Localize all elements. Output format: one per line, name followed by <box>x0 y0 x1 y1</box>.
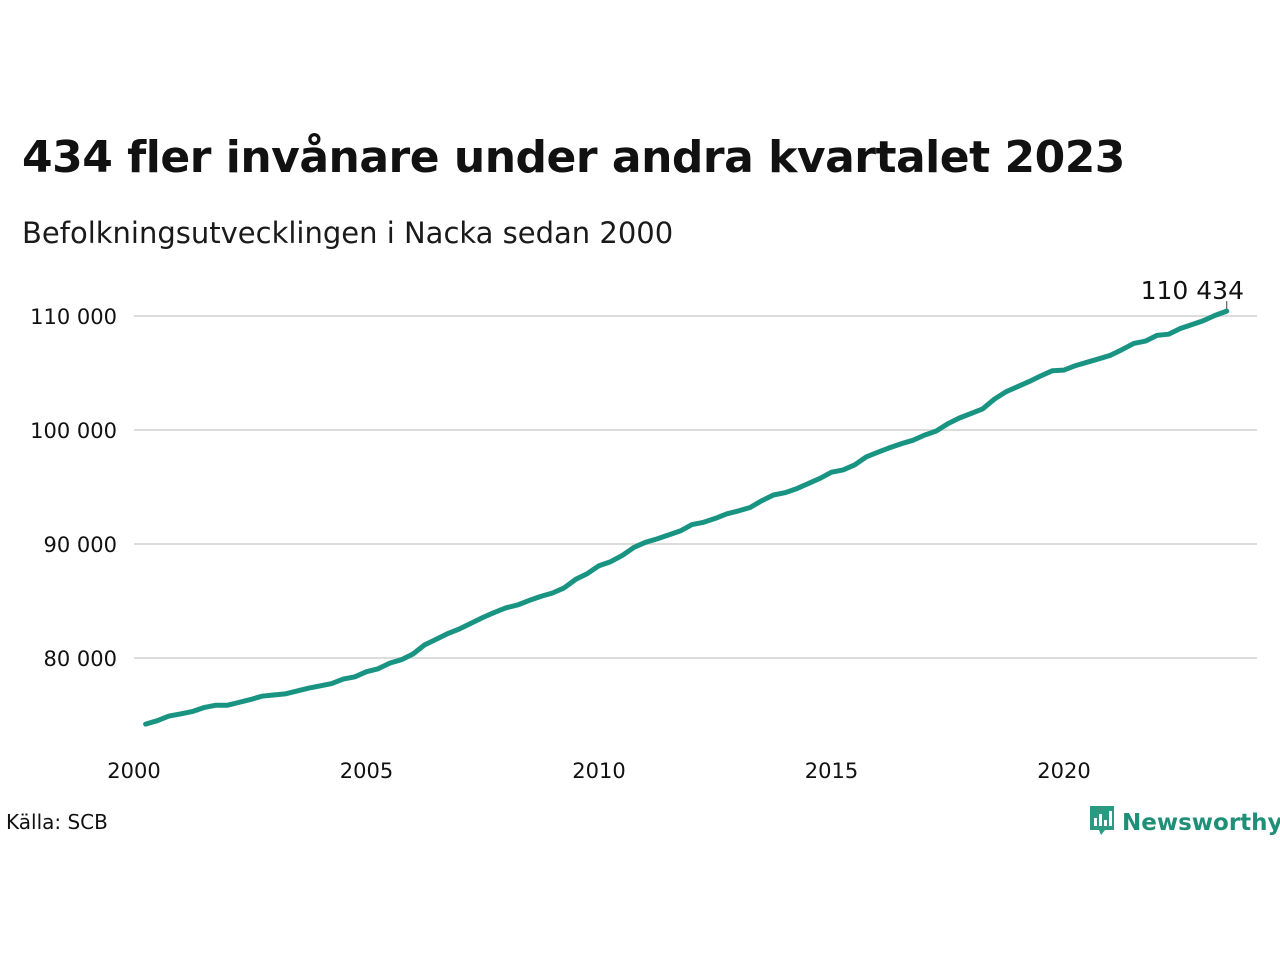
x-axis-tick-labels: 2000 2005 2010 2015 2020 <box>107 759 1090 783</box>
y-tick-label: 110 000 <box>30 305 117 329</box>
x-tick-label: 2020 <box>1037 759 1090 783</box>
y-tick-label: 90 000 <box>44 533 117 557</box>
brand-logo: Newsworthy <box>1088 804 1280 842</box>
end-value-label: 110 434 <box>1141 276 1244 305</box>
x-tick-label: 2000 <box>107 759 160 783</box>
y-axis-tick-labels: 80 000 90 000 100 000 110 000 <box>30 305 117 671</box>
series-layer <box>143 301 1230 727</box>
chart-title: 434 fler invånare under andra kvartalet … <box>22 132 1125 183</box>
source-note: Källa: SCB <box>6 810 108 834</box>
y-tick-label: 80 000 <box>44 647 117 671</box>
chart-subtitle: Befolkningsutvecklingen i Nacka sedan 20… <box>22 216 674 250</box>
y-tick-label: 100 000 <box>30 419 117 443</box>
x-tick-label: 2010 <box>572 759 625 783</box>
newsworthy-logo-icon <box>1088 804 1116 842</box>
x-tick-label: 2015 <box>805 759 858 783</box>
series-line <box>143 308 1230 727</box>
end-label-layer: 110 434 <box>1141 276 1244 305</box>
brand-name: Newsworthy <box>1122 810 1280 836</box>
x-tick-label: 2005 <box>340 759 393 783</box>
gridlines <box>134 315 1257 659</box>
